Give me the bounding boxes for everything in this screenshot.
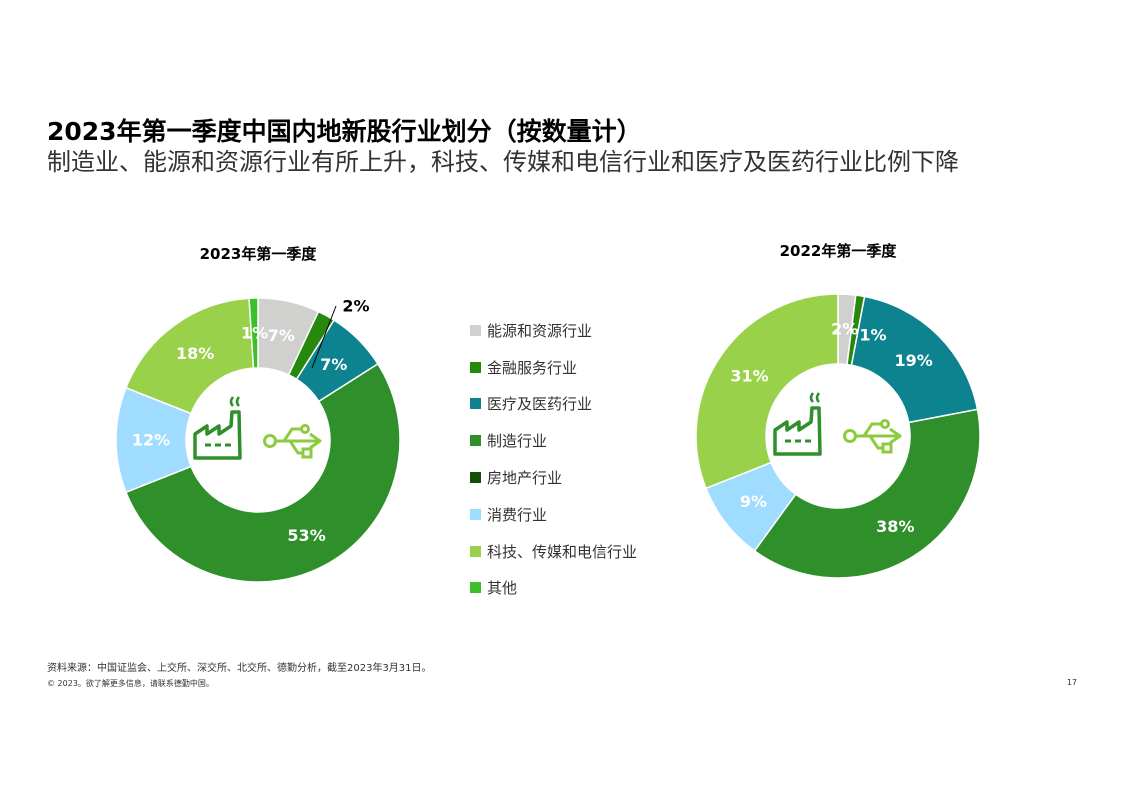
legend-label: 消费行业 [487, 505, 548, 524]
donut-slice [850, 295, 979, 424]
donut-slice [753, 408, 981, 579]
legend-label: 能源和资源行业 [487, 321, 593, 340]
page-number: 17 [1066, 678, 1077, 687]
data-label: 1% [241, 324, 268, 343]
factory-icon [773, 391, 822, 456]
legend-label: 房地产行业 [487, 469, 563, 488]
usb-icon [843, 419, 902, 454]
chart-title-2023q1: 2023年第一季度 [200, 245, 318, 263]
data-label: 19% [895, 351, 933, 370]
legend-label: 其他 [487, 579, 518, 598]
data-label: 2% [342, 297, 369, 316]
legend-item: 医疗及医药行业 [470, 386, 637, 423]
chart-legend: 能源和资源行业 金融服务行业 医疗及医药行业 制造行业房地产行业消费行业科技、传媒和电… [470, 312, 637, 606]
data-label: 38% [876, 517, 914, 536]
legend-item: 能源和资源行业 [470, 312, 637, 349]
data-label: 12% [132, 431, 170, 450]
factory-icon [193, 395, 242, 460]
donut-slice [695, 293, 839, 490]
donut-chart-2022q1: 2022年第一季度 2% 1% 19% 38% 9% 31% [695, 242, 981, 579]
data-label: 1% [859, 326, 886, 345]
legend-label: 制造行业 [487, 432, 548, 451]
legend-label: 科技、传媒和电信行业 [487, 542, 638, 561]
legend-item: 其他 [470, 570, 637, 607]
data-label: 7% [320, 355, 347, 374]
page-subtitle: 制造业、能源和资源行业有所上升，科技、传媒和电信行业和医疗及医药行业比例下降 [47, 148, 959, 176]
legend-item: 金融服务行业 [470, 349, 637, 386]
legend-label: 医疗及医药行业 [487, 395, 593, 414]
legend-swatch [470, 361, 481, 373]
legend-item: 制造行业 [470, 422, 637, 459]
data-label: 53% [287, 526, 325, 545]
donut-slice [248, 297, 259, 369]
legend-item: 科技、传媒和电信行业 [470, 533, 637, 570]
data-label: 7% [268, 326, 295, 345]
legend-swatch [470, 508, 481, 520]
copyright-note: © 2023。欲了解更多信息，请联系德勤中国。 [47, 679, 214, 688]
legend-swatch [470, 398, 481, 410]
legend-swatch [470, 545, 481, 557]
page-title: 2023年第一季度中国内地新股行业划分（按数量计） [47, 117, 642, 146]
donut-slice [124, 362, 401, 583]
legend-swatch [470, 582, 481, 594]
legend-item: 消费行业 [470, 496, 637, 533]
legend-item: 房地产行业 [470, 459, 637, 496]
source-note: 资料来源：中国证监会、上交所、深交所、北交所、德勤分析，截至2023年3月31日… [47, 663, 432, 674]
legend-swatch [470, 324, 481, 336]
data-label: 9% [740, 492, 767, 511]
usb-icon [263, 424, 322, 459]
data-label: 31% [730, 366, 768, 385]
chart-title-2022q1: 2022年第一季度 [780, 242, 898, 260]
label-callout-line [311, 305, 337, 369]
legend-label: 金融服务行业 [487, 358, 578, 377]
legend-swatch [470, 472, 481, 484]
data-label: 2% [831, 320, 858, 339]
donut-slice [124, 297, 255, 415]
data-label: 18% [176, 344, 214, 363]
legend-swatch [470, 435, 481, 447]
donut-chart-2023q1: 2023年第一季度 7% 2% 7% 53% 12% 18% 1% [115, 245, 401, 583]
